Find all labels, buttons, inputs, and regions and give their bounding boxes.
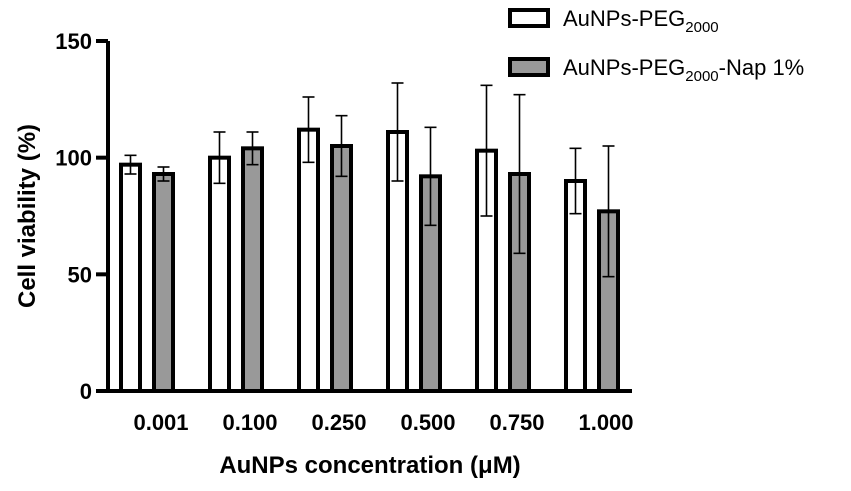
y-tick-label: 0	[80, 379, 92, 404]
y-tick-label: 150	[55, 29, 92, 54]
x-tick-label: 0.750	[489, 410, 544, 435]
legend-label-subscript: 2000	[685, 19, 718, 36]
x-tick-label: 0.001	[133, 410, 188, 435]
bar-series-2	[241, 146, 264, 393]
x-tick-label: 1.000	[578, 410, 633, 435]
error-bars	[124, 82, 615, 278]
y-ticks: 0 50 100 150	[55, 29, 108, 404]
bar-series-1	[297, 127, 320, 394]
legend-swatch-series-1	[508, 8, 550, 28]
bar-series-2	[330, 144, 353, 393]
legend-label-text: AuNPs-PEG	[563, 6, 685, 31]
bars	[119, 127, 620, 394]
y-tick-label: 100	[55, 146, 92, 171]
axes	[106, 41, 632, 393]
x-ticks: 0.001 0.100 0.250 0.500 0.750 1.000	[133, 410, 633, 435]
bar-series-1	[208, 155, 231, 393]
legend-label-series-1: AuNPs-PEG2000	[563, 6, 719, 36]
y-tick-label: 50	[68, 262, 92, 287]
legend-label-series-2: AuNPs-PEG2000-Nap 1%	[563, 55, 804, 85]
legend-label-subscript: 2000	[685, 68, 718, 85]
legend-label-text: AuNPs-PEG	[563, 55, 685, 80]
legend-label-suffix: -Nap 1%	[719, 55, 805, 80]
x-tick-label: 0.100	[222, 410, 277, 435]
x-axis-title: AuNPs concentration (μM)	[219, 452, 520, 479]
bar-series-2	[152, 172, 175, 393]
y-axis-title: Cell viability (%)	[14, 124, 41, 308]
legend-swatch-series-2	[508, 57, 550, 77]
x-tick-label: 0.500	[400, 410, 455, 435]
bar-series-1	[119, 162, 142, 393]
x-tick-label: 0.250	[311, 410, 366, 435]
